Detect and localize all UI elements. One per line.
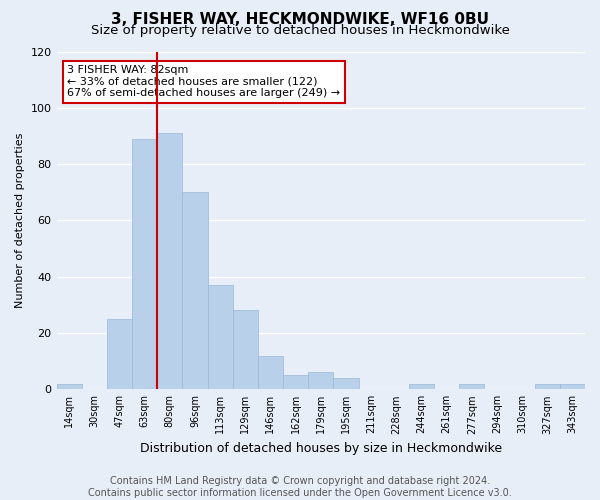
Text: Size of property relative to detached houses in Heckmondwike: Size of property relative to detached ho… xyxy=(91,24,509,37)
Bar xyxy=(308,372,334,390)
X-axis label: Distribution of detached houses by size in Heckmondwike: Distribution of detached houses by size … xyxy=(140,442,502,455)
Bar xyxy=(409,384,434,390)
Text: 3, FISHER WAY, HECKMONDWIKE, WF16 0BU: 3, FISHER WAY, HECKMONDWIKE, WF16 0BU xyxy=(111,12,489,28)
Text: 3 FISHER WAY: 82sqm
← 33% of detached houses are smaller (122)
67% of semi-detac: 3 FISHER WAY: 82sqm ← 33% of detached ho… xyxy=(67,65,340,98)
Bar xyxy=(107,319,132,390)
Bar xyxy=(459,384,484,390)
Text: Contains HM Land Registry data © Crown copyright and database right 2024.
Contai: Contains HM Land Registry data © Crown c… xyxy=(88,476,512,498)
Bar xyxy=(233,310,258,390)
Bar xyxy=(208,285,233,390)
Bar xyxy=(182,192,208,390)
Bar xyxy=(560,384,585,390)
Bar xyxy=(334,378,359,390)
Y-axis label: Number of detached properties: Number of detached properties xyxy=(15,132,25,308)
Bar xyxy=(535,384,560,390)
Bar xyxy=(157,133,182,390)
Bar xyxy=(132,139,157,390)
Bar xyxy=(258,356,283,390)
Bar xyxy=(56,384,82,390)
Bar xyxy=(283,375,308,390)
